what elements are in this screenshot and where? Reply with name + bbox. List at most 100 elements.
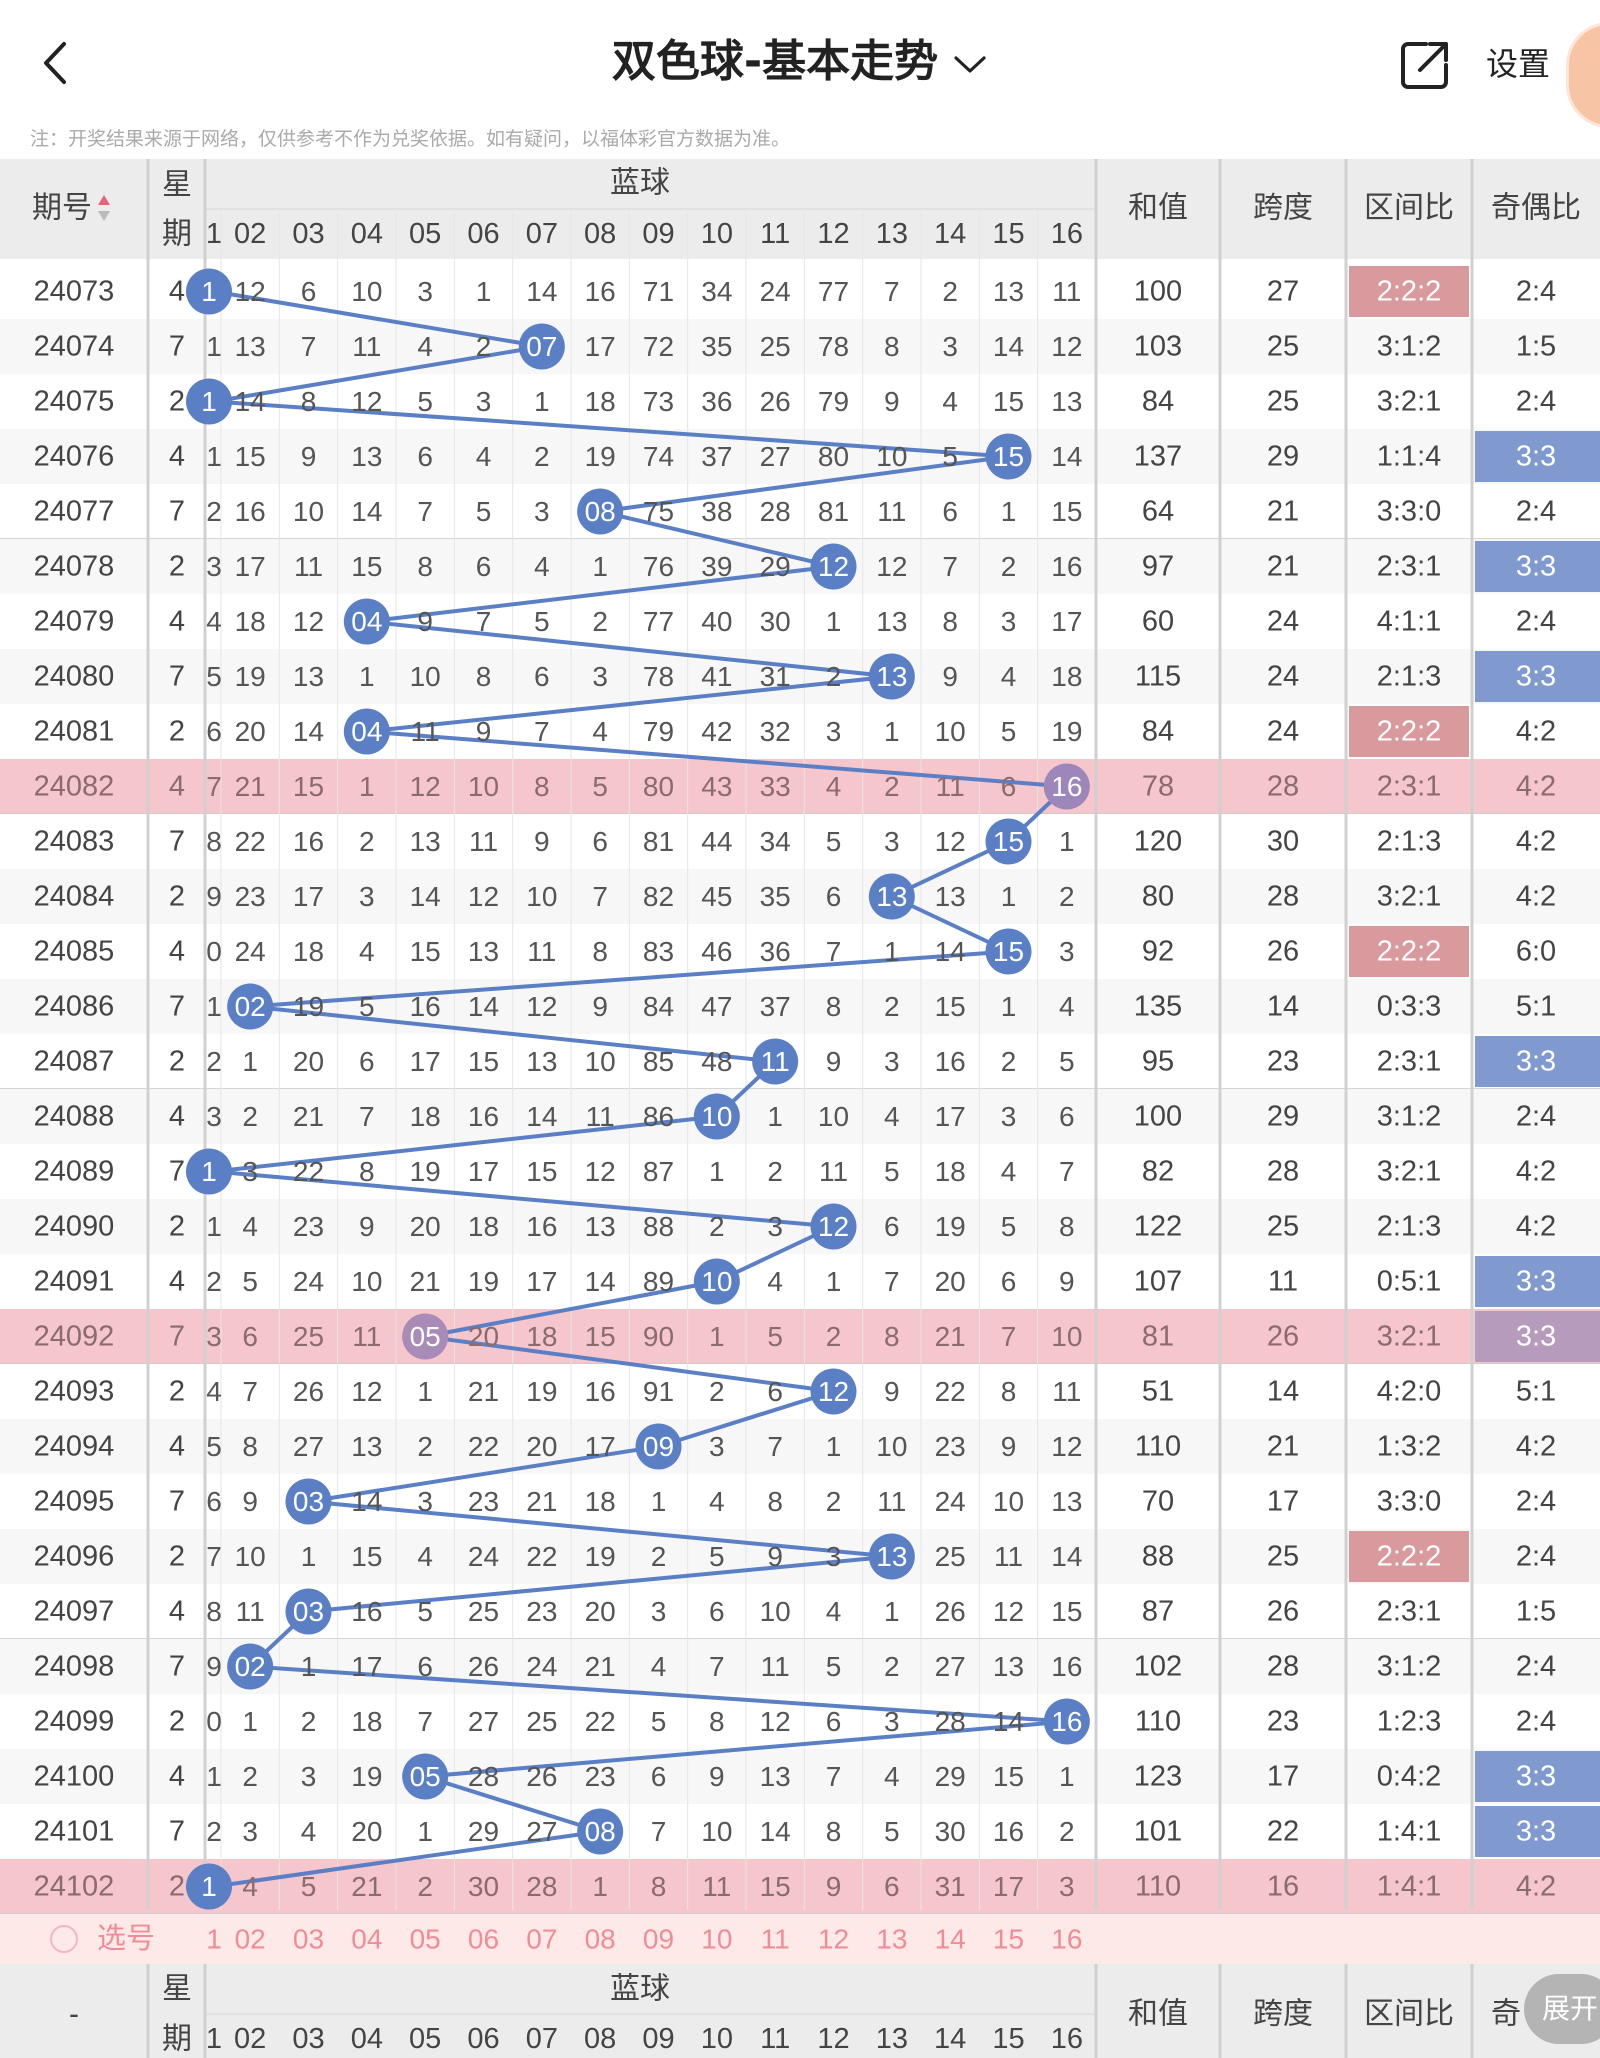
table-row[interactable] (0, 539, 1600, 594)
omission-value: 2 (301, 1706, 317, 1737)
blue-ball-number: 08 (585, 496, 616, 527)
omission-value: 16 (293, 826, 324, 857)
weekday: 4 (169, 1266, 185, 1298)
blue-ball-number: 07 (526, 331, 557, 362)
omission-value: 20 (468, 1321, 499, 1352)
sum-value: 80 (1142, 881, 1174, 913)
table-row[interactable] (0, 1309, 1600, 1364)
period-number: 24087 (34, 1046, 115, 1078)
settings-button[interactable]: 设置 (1486, 45, 1551, 83)
page-title-dropdown[interactable]: 双色球-基本走势 (0, 30, 1600, 94)
table-row[interactable] (0, 1034, 1600, 1089)
sort-icon-down[interactable] (98, 211, 110, 221)
omission-value: 8 (709, 1706, 725, 1737)
omission-value: 71 (643, 276, 674, 307)
omission-value: 14 (351, 496, 382, 527)
omission-value: 18 (935, 1156, 966, 1187)
omission-value: 81 (818, 496, 849, 527)
table-row[interactable] (0, 1859, 1600, 1914)
sort-icon[interactable] (98, 195, 110, 205)
blue-ball-number: 15 (993, 826, 1024, 857)
table-row[interactable] (0, 1474, 1600, 1529)
omission-value: 17 (293, 881, 324, 912)
omission-value: 8 (884, 1321, 900, 1352)
span-value: 27 (1267, 276, 1299, 308)
footer-number-1: 1 (206, 2023, 222, 2055)
period-number: 24077 (34, 496, 115, 528)
omission-value: 3 (884, 1046, 900, 1077)
omission-value: 82 (643, 881, 674, 912)
table-row[interactable] (0, 484, 1600, 539)
odd-even-value: 4:2 (1516, 716, 1556, 748)
table-row[interactable] (0, 264, 1600, 319)
table-row[interactable] (0, 1089, 1600, 1144)
table-row[interactable] (0, 1749, 1600, 1804)
table-row[interactable] (0, 924, 1600, 979)
pick-number-09: 09 (643, 1924, 674, 1955)
weekday: 2 (169, 1211, 185, 1243)
omission-value: 3 (242, 1156, 258, 1187)
omission-value: 6 (651, 1761, 667, 1792)
table-row[interactable] (0, 594, 1600, 649)
omission-value: 4 (242, 1211, 258, 1242)
omission-value: 3 (417, 276, 433, 307)
omission-value: 18 (410, 1101, 441, 1132)
omission-value: 6 (1001, 1266, 1017, 1297)
omission-value: 13 (526, 1046, 557, 1077)
span-value: 23 (1267, 1046, 1299, 1078)
sum-value: 87 (1142, 1596, 1174, 1628)
span-value: 26 (1267, 936, 1299, 968)
sum-value: 84 (1142, 386, 1174, 418)
omission-value: 15 (410, 936, 441, 967)
omission-value: 2 (709, 1211, 725, 1242)
omission-value: 16 (468, 1101, 499, 1132)
omission-value: 2 (1001, 551, 1017, 582)
omission-value: 8 (359, 1156, 375, 1187)
table-row[interactable] (0, 429, 1600, 484)
table-row[interactable] (0, 1584, 1600, 1639)
table-row[interactable] (0, 1254, 1600, 1309)
zone-ratio-value: 3:2:1 (1377, 386, 1442, 418)
omission-value: 1 (767, 1101, 783, 1132)
table-row[interactable] (0, 1419, 1600, 1474)
pick-radio[interactable] (50, 1925, 78, 1953)
period-number: 24079 (34, 606, 115, 638)
footer-number-15: 15 (992, 2023, 1024, 2055)
omission-value: 19 (585, 441, 616, 472)
sum-value: 102 (1134, 1651, 1182, 1683)
share-icon[interactable] (1398, 38, 1452, 92)
back-arrow-icon[interactable] (32, 38, 82, 88)
span-value: 28 (1267, 881, 1299, 913)
omission-value: 19 (410, 1156, 441, 1187)
odd-even-value: 2:4 (1516, 606, 1556, 638)
omission-value: 47 (701, 991, 732, 1022)
table-row[interactable] (0, 1804, 1600, 1859)
omission-value: 87 (643, 1156, 674, 1187)
table-row[interactable] (0, 1529, 1600, 1584)
omission-value: 3 (301, 1761, 317, 1792)
omission-value: 22 (585, 1706, 616, 1737)
header-week-bottom: 期 (162, 218, 192, 251)
omission-value: 10 (876, 441, 907, 472)
table-row[interactable] (0, 1364, 1600, 1419)
table-row[interactable] (0, 814, 1600, 869)
table-row[interactable] (0, 704, 1600, 759)
footer-number-16: 16 (1051, 2023, 1083, 2055)
pick-number-07: 07 (526, 1924, 557, 1955)
table-row[interactable] (0, 374, 1600, 429)
table-row[interactable] (0, 1144, 1600, 1199)
weekday: 4 (169, 1431, 185, 1463)
sum-value: 92 (1142, 936, 1174, 968)
table-row[interactable] (0, 1199, 1600, 1254)
table-row[interactable] (0, 319, 1600, 374)
blue-ball (693, 1258, 740, 1305)
period-number: 24100 (34, 1761, 115, 1793)
header-number-16: 16 (1051, 218, 1083, 250)
table-row[interactable] (0, 759, 1600, 814)
table-row[interactable] (0, 649, 1600, 704)
expand-button[interactable]: 展开 (1524, 1974, 1600, 2044)
table-row[interactable] (0, 869, 1600, 924)
omission-value: 2 (592, 606, 608, 637)
weekday: 7 (169, 1486, 185, 1518)
omission-value: 8 (942, 606, 958, 637)
